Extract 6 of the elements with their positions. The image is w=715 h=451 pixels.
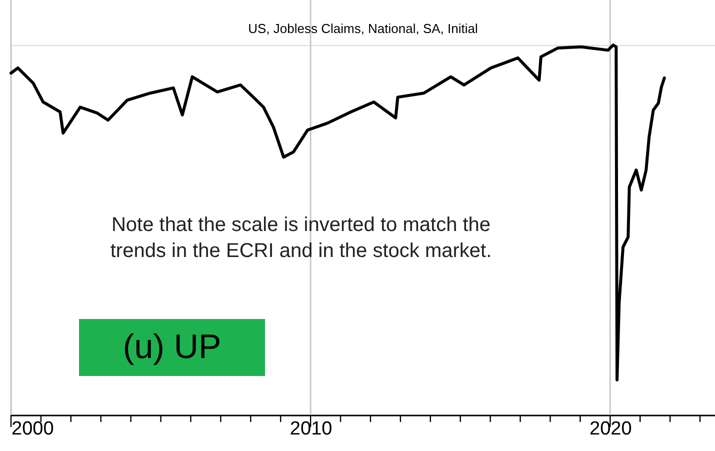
annotation: Note that the scale is inverted to match the trends in the ECRI and in the stock market.: [110, 214, 492, 262]
chart-title: US, Jobless Claims, National, SA, Initial: [248, 21, 478, 36]
x-tick-label: 2020: [590, 418, 632, 440]
x-tick-label: 2000: [12, 418, 54, 440]
annotation: (u) UP: [122, 328, 222, 366]
x-tick-label: 2010: [290, 418, 332, 440]
